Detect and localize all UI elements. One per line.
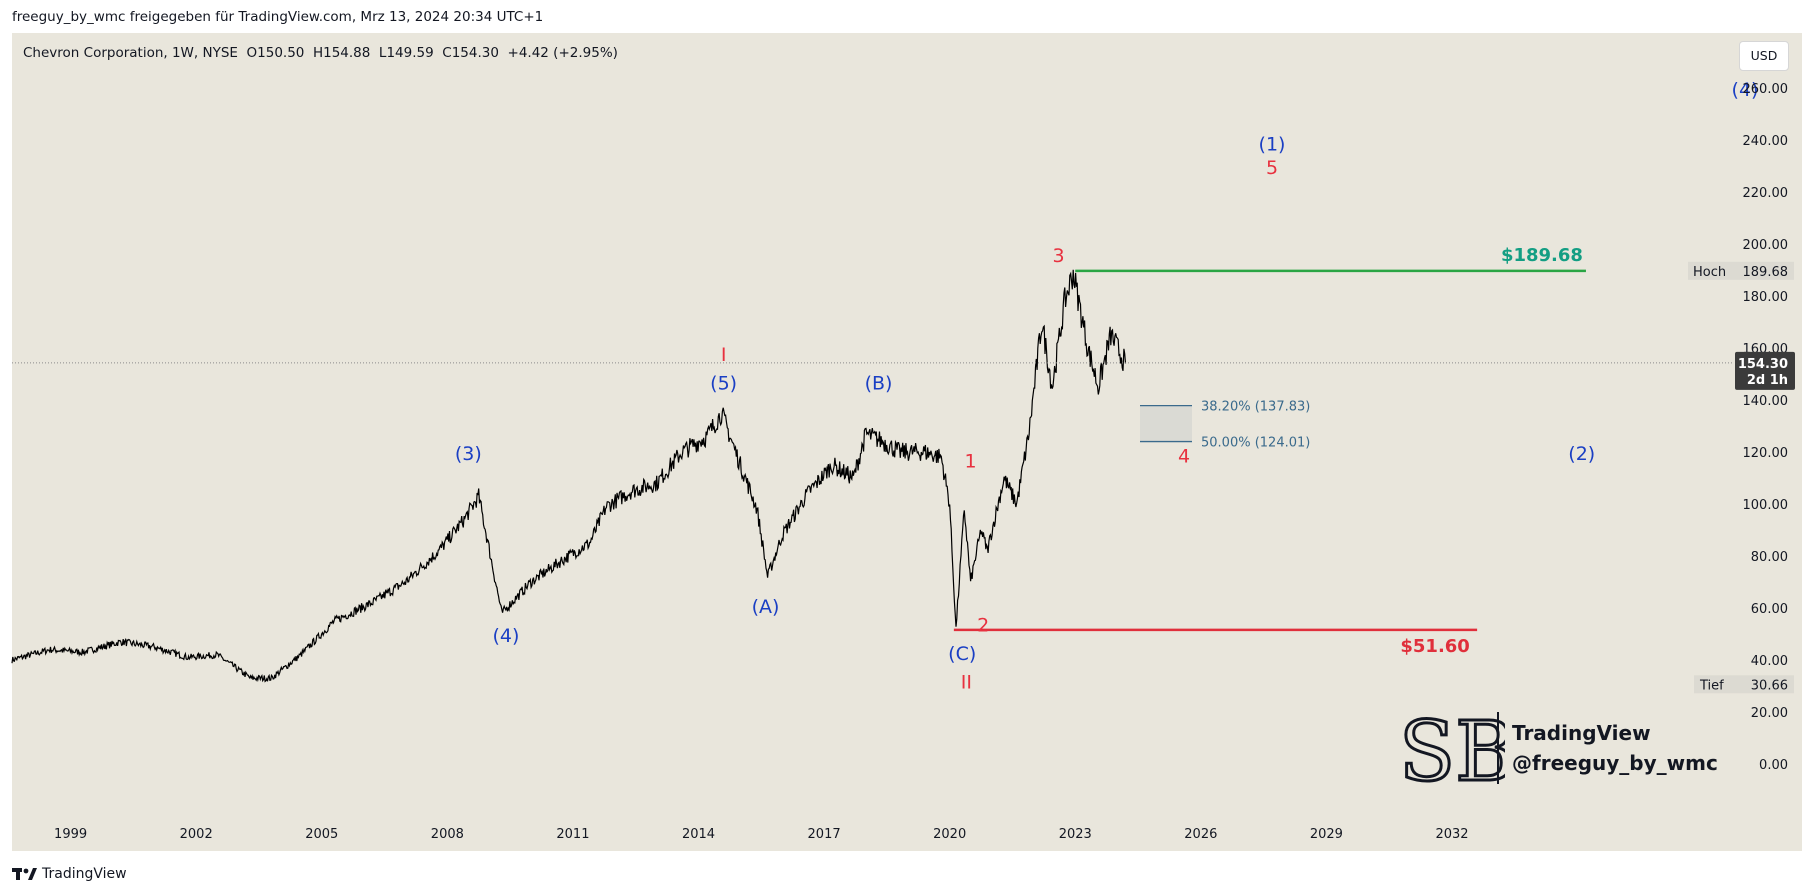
low-marker-box xyxy=(1694,675,1794,694)
high-marker-value: 189.68 xyxy=(1743,265,1789,280)
monogram-glyph: SB xyxy=(1399,705,1505,794)
y-tick-label: 100.00 xyxy=(1743,498,1789,513)
current-price-value: 154.30 xyxy=(1738,357,1788,372)
wave-label[interactable]: 2 xyxy=(977,614,989,636)
watermark-text: TradingView @freeguy_by_wmc xyxy=(1512,718,1718,778)
fib-level-label: 50.00% (124.01) xyxy=(1201,436,1310,451)
wave-label[interactable]: 1 xyxy=(965,451,977,473)
current-price-tag xyxy=(1735,351,1795,390)
resistance-label: $189.68 xyxy=(1501,245,1583,266)
x-tick-label: 2002 xyxy=(180,827,213,842)
symbol-ohlc-legend: Chevron Corporation, 1W, NYSE O150.50 H1… xyxy=(23,45,618,61)
low-marker-value: 30.66 xyxy=(1751,678,1788,693)
low-marker-label: Tief xyxy=(1699,678,1724,693)
wave-label[interactable]: (A) xyxy=(752,596,780,618)
wave-label[interactable]: I xyxy=(721,344,727,366)
y-tick-label: 40.00 xyxy=(1751,654,1788,669)
x-tick-label: 2026 xyxy=(1184,827,1217,842)
fib-level-label: 38.20% (137.83) xyxy=(1201,400,1310,415)
y-tick-label: 80.00 xyxy=(1751,550,1788,565)
y-tick-label: 0.00 xyxy=(1759,758,1788,773)
wave-label[interactable]: (5) xyxy=(710,373,737,395)
y-tick-label: 180.00 xyxy=(1743,290,1789,305)
x-tick-label: 2023 xyxy=(1059,827,1092,842)
wave-label[interactable]: (1) xyxy=(1259,133,1286,155)
high-marker-label: Hoch xyxy=(1693,265,1726,280)
tradingview-footer-logo[interactable]: TradingView xyxy=(12,866,127,882)
footer-brand-text: TradingView xyxy=(42,866,127,882)
y-tick-label: 260.00 xyxy=(1743,82,1789,97)
high-marker-box xyxy=(1688,261,1794,280)
x-tick-label: 2020 xyxy=(933,827,966,842)
support-label: $51.60 xyxy=(1400,636,1469,657)
wave-label[interactable]: 5 xyxy=(1266,157,1278,179)
x-tick-label: 2029 xyxy=(1310,827,1343,842)
y-tick-label: 120.00 xyxy=(1743,446,1789,461)
x-tick-label: 1999 xyxy=(54,827,87,842)
wave-label[interactable]: (2) xyxy=(1568,443,1595,465)
y-tick-label: 20.00 xyxy=(1751,706,1788,721)
x-tick-label: 2032 xyxy=(1435,827,1468,842)
share-header: freeguy_by_wmc freigegeben für TradingVi… xyxy=(12,9,544,25)
y-tick-label: 200.00 xyxy=(1743,238,1789,253)
y-tick-label: 240.00 xyxy=(1743,134,1789,149)
wave-label[interactable]: 4 xyxy=(1178,445,1190,467)
y-tick-label: 140.00 xyxy=(1743,394,1789,409)
watermark-line1: TradingView xyxy=(1512,721,1651,745)
wave-label[interactable]: (C) xyxy=(948,643,976,665)
x-tick-label: 2005 xyxy=(305,827,338,842)
wave-label[interactable]: (B) xyxy=(865,373,893,395)
fib-zone xyxy=(1140,405,1192,442)
price-series-line xyxy=(11,269,1127,683)
wave-label[interactable]: (4) xyxy=(492,625,519,647)
x-tick-label: 2014 xyxy=(682,827,715,842)
y-tick-label: 220.00 xyxy=(1743,186,1789,201)
currency-button[interactable]: USD xyxy=(1739,41,1789,71)
watermark-divider xyxy=(1497,712,1499,784)
wave-label[interactable]: 3 xyxy=(1052,245,1064,267)
x-tick-label: 2017 xyxy=(808,827,841,842)
wave-label[interactable]: (3) xyxy=(455,443,482,465)
x-tick-label: 2011 xyxy=(556,827,589,842)
wave-label[interactable]: (4) xyxy=(1732,79,1759,101)
y-tick-label: 60.00 xyxy=(1751,602,1788,617)
watermark-line2: @freeguy_by_wmc xyxy=(1512,751,1718,775)
bar-countdown: 2d 1h xyxy=(1747,373,1788,388)
wave-label[interactable]: II xyxy=(961,672,972,694)
chart-background[interactable] xyxy=(12,33,1802,851)
tradingview-logo-icon xyxy=(12,868,37,880)
x-tick-label: 2008 xyxy=(431,827,464,842)
